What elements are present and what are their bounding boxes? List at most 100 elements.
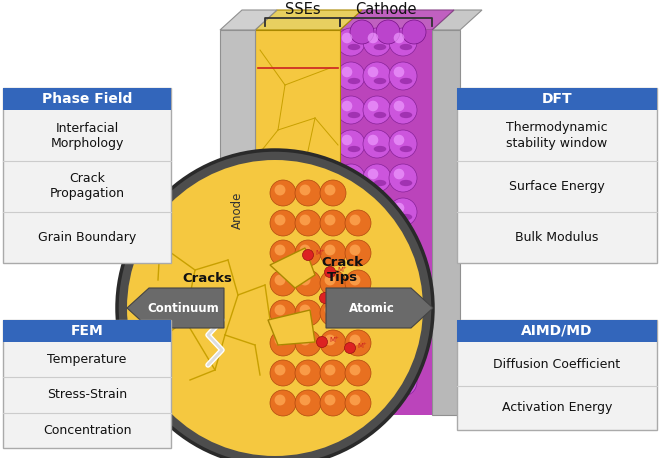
- Circle shape: [295, 240, 321, 266]
- Text: Stress-Strain: Stress-Strain: [47, 388, 127, 402]
- Circle shape: [295, 360, 321, 386]
- Circle shape: [320, 180, 346, 206]
- Circle shape: [275, 365, 286, 376]
- Circle shape: [345, 343, 356, 354]
- Circle shape: [389, 334, 417, 362]
- Circle shape: [320, 270, 346, 296]
- Ellipse shape: [374, 112, 386, 118]
- Circle shape: [270, 270, 296, 296]
- Circle shape: [320, 390, 346, 416]
- Text: FEM: FEM: [71, 324, 104, 338]
- Circle shape: [295, 390, 321, 416]
- Text: M⁺: M⁺: [332, 293, 342, 299]
- Ellipse shape: [400, 78, 412, 84]
- Ellipse shape: [400, 384, 412, 390]
- Ellipse shape: [400, 282, 412, 288]
- Polygon shape: [255, 30, 340, 395]
- Circle shape: [320, 300, 346, 326]
- Circle shape: [393, 101, 405, 111]
- Circle shape: [363, 130, 391, 158]
- Text: M⁺: M⁺: [347, 315, 357, 321]
- Ellipse shape: [348, 384, 360, 390]
- Circle shape: [368, 237, 378, 247]
- Circle shape: [342, 338, 352, 349]
- Circle shape: [295, 270, 321, 296]
- Circle shape: [350, 394, 360, 405]
- Circle shape: [325, 365, 335, 376]
- Circle shape: [389, 232, 417, 260]
- Ellipse shape: [400, 146, 412, 152]
- Ellipse shape: [400, 44, 412, 50]
- Circle shape: [368, 33, 378, 44]
- Circle shape: [275, 394, 286, 405]
- Polygon shape: [340, 10, 454, 30]
- Circle shape: [300, 365, 310, 376]
- Circle shape: [363, 232, 391, 260]
- Circle shape: [363, 96, 391, 124]
- Circle shape: [337, 300, 365, 328]
- Circle shape: [389, 62, 417, 90]
- Ellipse shape: [374, 384, 386, 390]
- Circle shape: [275, 214, 286, 225]
- Text: Activation Energy: Activation Energy: [502, 402, 612, 414]
- Ellipse shape: [348, 44, 360, 50]
- Text: M⁺: M⁺: [315, 250, 325, 256]
- Circle shape: [393, 237, 405, 247]
- Circle shape: [300, 274, 310, 285]
- Text: Cracks: Cracks: [182, 272, 232, 284]
- Circle shape: [275, 334, 286, 345]
- Circle shape: [325, 185, 335, 196]
- Circle shape: [363, 164, 391, 192]
- Text: Atomic: Atomic: [348, 301, 395, 315]
- Ellipse shape: [374, 248, 386, 254]
- Circle shape: [317, 337, 327, 348]
- Ellipse shape: [348, 248, 360, 254]
- Circle shape: [345, 390, 371, 416]
- Circle shape: [402, 20, 426, 44]
- Ellipse shape: [374, 282, 386, 288]
- Ellipse shape: [374, 350, 386, 356]
- Circle shape: [368, 135, 378, 145]
- Circle shape: [342, 305, 352, 315]
- Circle shape: [350, 274, 360, 285]
- Circle shape: [300, 334, 310, 345]
- Circle shape: [117, 150, 433, 458]
- Bar: [3, 320, 171, 448]
- Circle shape: [342, 135, 352, 145]
- Circle shape: [393, 373, 405, 383]
- Polygon shape: [255, 10, 362, 30]
- Circle shape: [363, 28, 391, 56]
- Bar: [457, 88, 657, 263]
- Circle shape: [270, 240, 296, 266]
- Circle shape: [335, 315, 345, 326]
- Text: Interfacial
Morphology: Interfacial Morphology: [50, 121, 123, 149]
- Circle shape: [270, 330, 296, 356]
- Circle shape: [275, 245, 286, 256]
- Ellipse shape: [348, 282, 360, 288]
- Circle shape: [337, 164, 365, 192]
- Circle shape: [389, 198, 417, 226]
- Circle shape: [368, 305, 378, 315]
- Text: Surface Energy: Surface Energy: [509, 180, 605, 193]
- Circle shape: [337, 232, 365, 260]
- Circle shape: [320, 240, 346, 266]
- Circle shape: [325, 274, 335, 285]
- Polygon shape: [326, 288, 433, 328]
- Circle shape: [337, 62, 365, 90]
- Circle shape: [368, 373, 378, 383]
- Circle shape: [295, 210, 321, 236]
- Circle shape: [342, 237, 352, 247]
- Circle shape: [270, 210, 296, 236]
- Circle shape: [342, 101, 352, 111]
- Text: M⁺: M⁺: [357, 343, 367, 349]
- Circle shape: [342, 373, 352, 383]
- Polygon shape: [220, 30, 255, 395]
- Text: Phase Field: Phase Field: [42, 92, 132, 106]
- Ellipse shape: [348, 214, 360, 220]
- Circle shape: [275, 305, 286, 316]
- Circle shape: [389, 164, 417, 192]
- Ellipse shape: [348, 78, 360, 84]
- Circle shape: [325, 394, 335, 405]
- Text: Diffusion Coefficient: Diffusion Coefficient: [494, 358, 620, 371]
- Circle shape: [389, 266, 417, 294]
